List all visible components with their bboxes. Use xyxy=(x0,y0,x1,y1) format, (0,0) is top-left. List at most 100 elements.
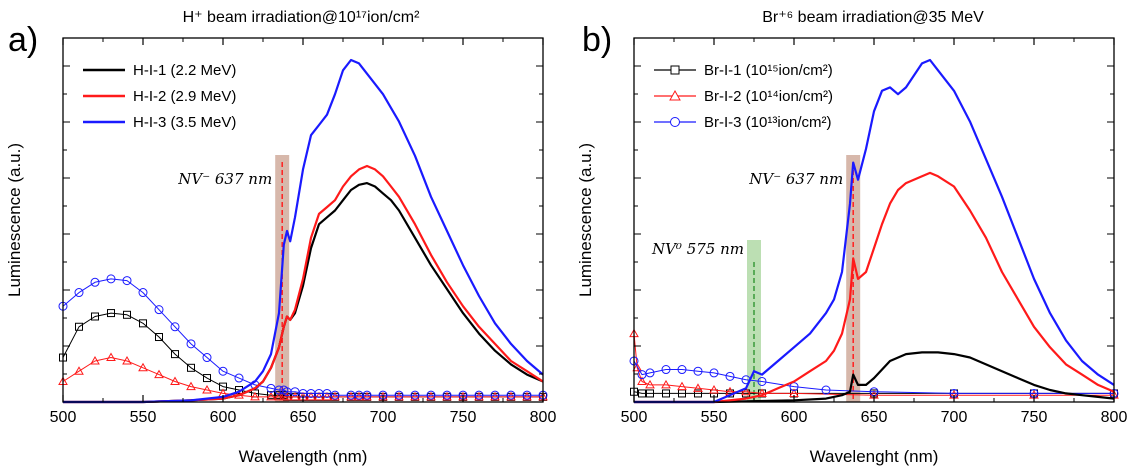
x-tick-label: 600 xyxy=(210,409,237,426)
data-point-circle xyxy=(821,385,831,395)
panel-letter: b) xyxy=(582,21,612,59)
data-point-circle xyxy=(757,376,767,386)
data-point-square xyxy=(203,374,211,383)
series-line xyxy=(63,182,544,404)
panel-letter: a) xyxy=(8,21,38,59)
x-tick-label: 750 xyxy=(1021,409,1048,426)
data-point-triangle xyxy=(741,386,751,396)
data-point-triangle xyxy=(250,391,260,401)
data-point-triangle xyxy=(354,391,364,401)
x-tick-label: 650 xyxy=(861,409,888,426)
data-point-triangle xyxy=(757,388,767,397)
series-line xyxy=(62,278,543,396)
x-tick-label: 750 xyxy=(450,409,477,426)
data-point-triangle xyxy=(346,391,356,401)
data-point-triangle xyxy=(274,391,284,401)
data-point-circle xyxy=(677,365,687,375)
x-tick-label: 650 xyxy=(290,409,317,426)
legend-label: H-I-1 (2.2 MeV) xyxy=(133,62,236,79)
series-line xyxy=(62,357,543,398)
annotation-label: NV⁻ 637 nm xyxy=(177,170,272,188)
data-point-circle xyxy=(330,390,340,400)
data-point-circle xyxy=(362,390,372,400)
legend-label: H-I-2 (2.9 MeV) xyxy=(133,88,236,105)
data-point-triangle xyxy=(74,366,84,375)
series-line xyxy=(633,333,1114,396)
data-point-square xyxy=(91,312,99,321)
data-point-square xyxy=(662,389,670,398)
data-point-square xyxy=(155,333,163,342)
data-point-circle xyxy=(725,371,735,381)
x-tick-label: 700 xyxy=(941,409,968,426)
data-point-triangle xyxy=(506,391,516,401)
data-point-circle xyxy=(426,390,436,400)
data-point-triangle xyxy=(637,376,647,385)
data-point-square xyxy=(646,389,654,398)
series-line xyxy=(633,360,1114,394)
data-point-circle xyxy=(522,390,532,400)
data-point-square xyxy=(107,309,115,318)
data-point-circle xyxy=(202,353,212,363)
data-point-circle xyxy=(693,366,703,376)
data-point-circle xyxy=(154,305,164,315)
data-point-square xyxy=(694,389,702,398)
annotation-label: NV⁻ 637 nm xyxy=(748,170,843,188)
data-point-circle xyxy=(234,373,244,383)
data-point-square xyxy=(123,310,131,319)
data-point-triangle xyxy=(322,391,332,401)
data-point-square xyxy=(187,363,195,372)
data-point-circle xyxy=(410,390,420,400)
data-point-triangle xyxy=(645,379,655,389)
legend-label: Br-I-3 (10¹³ion/cm²) xyxy=(704,114,832,131)
x-axis-label: Wavelenght (nm) xyxy=(810,447,939,466)
legend-marker-triangle xyxy=(669,89,681,101)
panel-b: b) Br⁺⁶ beam irradiation@35 MeV Waveleng… xyxy=(576,9,1127,466)
x-tick-label: 500 xyxy=(621,409,648,426)
series-line xyxy=(634,58,1115,404)
series-line xyxy=(63,58,544,404)
data-point-triangle xyxy=(330,391,340,401)
data-point-triangle xyxy=(186,381,196,391)
data-point-triangle xyxy=(122,355,132,365)
data-point-square xyxy=(75,322,83,331)
series-line xyxy=(633,391,1114,394)
data-point-square xyxy=(267,391,275,400)
data-point-triangle xyxy=(362,391,372,401)
x-axis-label: Wavelength (nm) xyxy=(239,447,368,466)
y-axis-label: Luminescence (a.u.) xyxy=(5,143,24,297)
data-point-triangle xyxy=(306,391,316,401)
legend-label: Br-I-2 (10¹⁴ion/cm²) xyxy=(704,88,833,105)
data-point-triangle xyxy=(677,381,687,391)
data-point-triangle xyxy=(90,355,100,365)
data-point-triangle xyxy=(709,385,719,394)
data-point-triangle xyxy=(426,391,436,401)
annotation-label: NV⁰ 575 nm xyxy=(651,240,744,258)
data-point-circle xyxy=(138,288,148,298)
data-point-triangle xyxy=(661,379,671,389)
data-point-circle xyxy=(394,390,404,400)
data-point-circle xyxy=(90,277,100,287)
data-point-triangle xyxy=(442,391,452,401)
data-point-circle xyxy=(506,390,516,400)
data-point-triangle xyxy=(410,391,420,401)
legend-label: H-I-3 (3.5 MeV) xyxy=(133,114,236,131)
data-point-triangle xyxy=(138,362,148,372)
data-point-circle xyxy=(106,274,116,284)
data-point-triangle xyxy=(266,391,276,401)
data-point-triangle xyxy=(394,391,404,401)
data-point-circle xyxy=(490,390,500,400)
x-tick-label: 500 xyxy=(50,409,77,426)
x-tick-label: 700 xyxy=(370,409,397,426)
data-point-triangle xyxy=(282,391,292,401)
y-axis-label: Luminescence (a.u.) xyxy=(576,143,595,297)
data-point-circle xyxy=(442,390,452,400)
series-line xyxy=(62,312,543,398)
data-point-triangle xyxy=(290,391,300,401)
x-tick-label: 600 xyxy=(781,409,808,426)
series-line xyxy=(63,164,544,404)
panel-a: a) H⁺ beam irradiation@10¹⁷ion/cm² Wavel… xyxy=(5,9,556,466)
data-point-square xyxy=(638,389,646,398)
series-line xyxy=(634,351,1115,404)
data-point-circle xyxy=(661,365,671,375)
data-point-triangle xyxy=(170,376,180,385)
